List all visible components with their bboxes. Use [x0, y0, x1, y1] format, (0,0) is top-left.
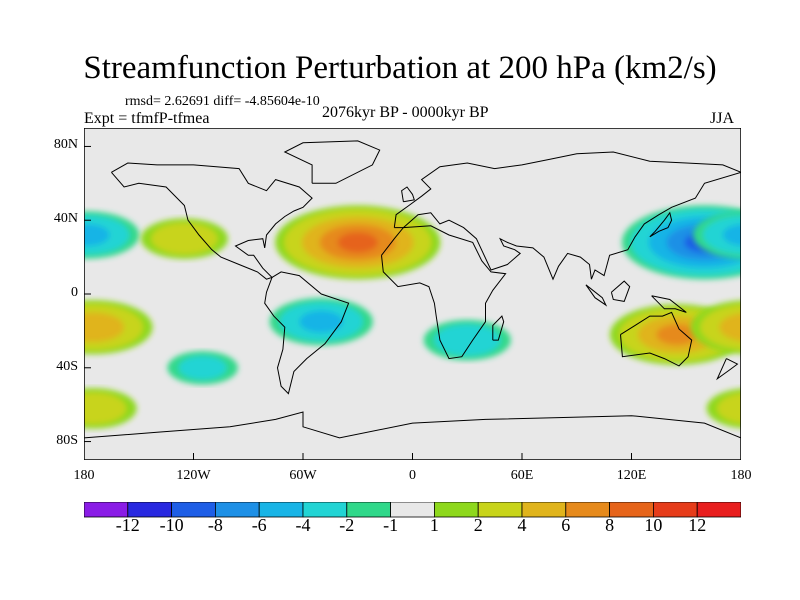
period-label: 2076kyr BP - 0000kyr BP — [322, 104, 489, 121]
field-southern-africa-low — [423, 319, 511, 361]
contour-band — [722, 224, 741, 246]
sumatra-coast — [585, 284, 608, 307]
contour-band — [434, 324, 501, 356]
colorbar-label: -8 — [207, 515, 223, 535]
lon-label: 180 — [73, 468, 95, 483]
colorbar-label: -6 — [251, 515, 267, 535]
eurasia-coast — [393, 151, 741, 281]
japan-coast — [649, 211, 673, 238]
colorbar-label: 6 — [561, 515, 571, 535]
field-south-america-low — [269, 297, 373, 346]
colorbar-label: -1 — [383, 515, 399, 535]
contour-band — [84, 312, 124, 342]
south-america-coast — [264, 271, 350, 395]
contour-band — [151, 222, 218, 255]
lon-label: 60W — [289, 468, 317, 483]
colorbar-label: -4 — [295, 515, 311, 535]
lat-label: 40S — [56, 358, 78, 374]
lon-label: 120E — [616, 468, 647, 483]
colorbar-label: 8 — [605, 515, 615, 535]
colorbar-label: 2 — [473, 515, 483, 535]
colorbar-label: 1 — [429, 515, 439, 535]
contour-band — [656, 324, 698, 345]
contour-band — [84, 392, 127, 425]
field-south-pacific-low — [167, 351, 238, 385]
map-background — [84, 128, 741, 460]
colorbar-label: 4 — [517, 515, 527, 535]
contour-band — [178, 355, 227, 380]
map-title: Streamfunction Perturbation at 200 hPa (… — [83, 50, 717, 86]
colorbar-label: 12 — [688, 515, 707, 535]
lon-label: 180 — [730, 468, 752, 483]
colorbar-label: -12 — [115, 515, 140, 535]
field-central-pacific-high — [140, 218, 228, 259]
lat-label: 0 — [71, 285, 78, 300]
lat-label: 80N — [53, 137, 78, 153]
colorbar — [84, 502, 741, 518]
lon-label: 120W — [176, 468, 211, 483]
colorbar-label: 10 — [644, 515, 663, 535]
antarctica-coast — [84, 411, 741, 439]
greenland-coast — [283, 140, 381, 184]
stats-line: rmsd= 2.62691 diff= -4.85604e-10 — [125, 94, 320, 109]
contour-band — [717, 393, 741, 424]
field-north-pacific-low — [84, 211, 741, 259]
north-america-coast — [111, 162, 313, 280]
contour-band — [719, 313, 741, 342]
lat-label: 40N — [53, 211, 78, 227]
colorbar-box — [696, 502, 741, 518]
madagascar-coast — [492, 315, 505, 341]
uk-coast — [401, 186, 415, 203]
lon-label: 60E — [510, 468, 534, 483]
lon-label: 0 — [409, 468, 416, 483]
field-southern-ocean-high — [84, 388, 741, 429]
experiment-label: Expt = tfmfP-tfmea — [84, 110, 210, 127]
season-label: JJA — [710, 110, 735, 127]
australia-coast — [620, 311, 693, 367]
contour-band — [84, 224, 110, 246]
africa-coast — [381, 225, 507, 360]
field-south-pacific-high — [84, 300, 741, 355]
map-plot — [84, 128, 741, 460]
lat-label: 80S — [56, 432, 78, 448]
colorbar-label: -10 — [159, 515, 184, 535]
contour-band — [702, 215, 741, 255]
contour-band — [299, 310, 344, 333]
contour-band — [337, 232, 378, 253]
colorbar-label: -2 — [339, 515, 355, 535]
new-guinea-coast — [651, 295, 687, 313]
new-zealand-coast — [716, 358, 739, 381]
borneo-coast — [610, 280, 631, 302]
